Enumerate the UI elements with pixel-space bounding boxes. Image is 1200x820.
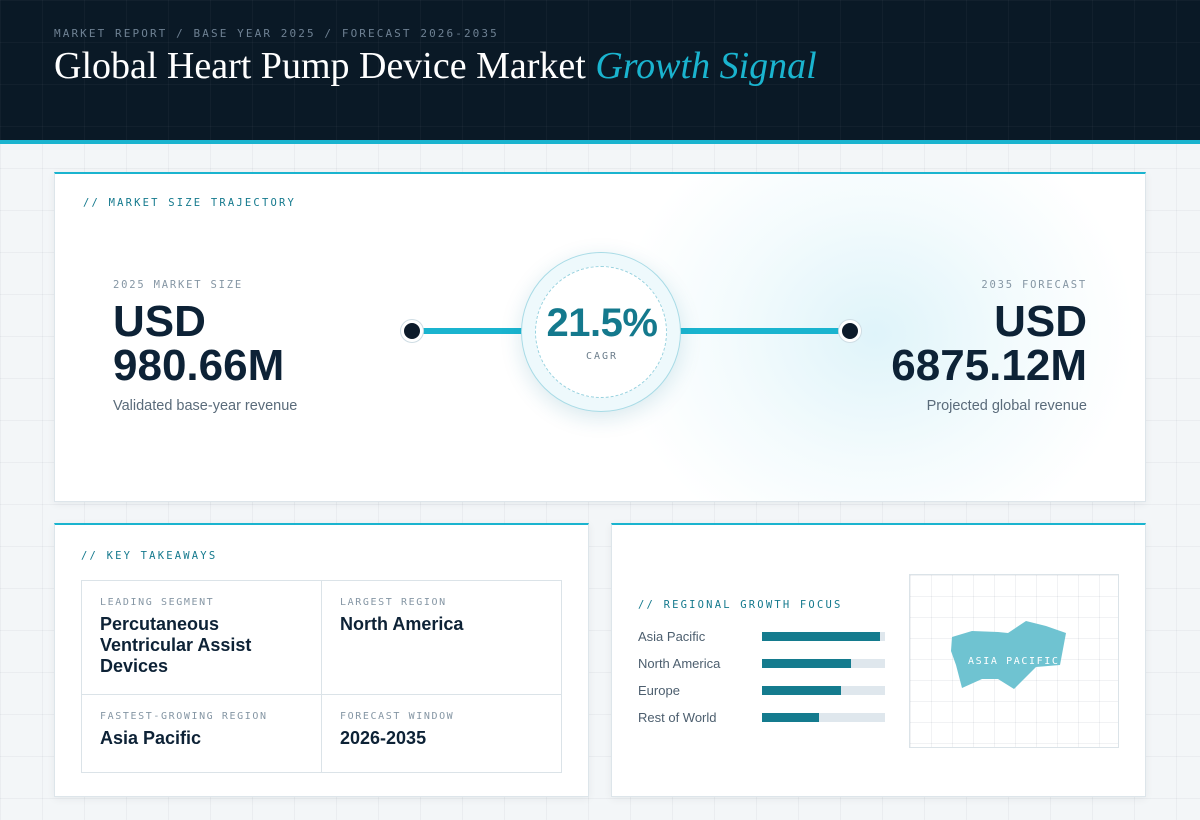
region-bar-track (762, 659, 885, 668)
region-bar-fill (762, 686, 841, 695)
takeaway-leading-segment: LEADING SEGMENT Percutaneous Ventricular… (82, 581, 322, 695)
takeaway-label: LEADING SEGMENT (100, 597, 215, 608)
region-bar-fill (762, 632, 881, 641)
region-bar-track (762, 713, 885, 722)
region-map: ASIA PACIFIC (909, 574, 1119, 748)
takeaway-value: Asia Pacific (100, 728, 202, 748)
takeaway-value: Percutaneous Ventricular Assist Devices (100, 614, 252, 676)
takeaway-label: LARGEST REGION (340, 597, 447, 608)
takeaway-label: FASTEST-GROWING REGION (100, 711, 268, 722)
start-stat-label: 2025 MARKET SIZE (113, 279, 243, 291)
start-point-dot (401, 320, 423, 342)
cagr-label: CAGR (585, 351, 619, 362)
region-bar-fill (762, 713, 819, 722)
end-point-dot (839, 320, 861, 342)
takeaways-grid: LEADING SEGMENT Percutaneous Ventricular… (81, 580, 562, 773)
end-stat-value: 6875.12M (891, 341, 1087, 390)
region-bar-fill (762, 659, 851, 668)
page-title-accent: Growth Signal (595, 45, 817, 87)
section-label-regional: // REGIONAL GROWTH FOCUS (638, 599, 843, 611)
region-bar-track (762, 686, 885, 695)
region-bar-row: Rest of World (638, 704, 885, 731)
takeaway-fastest-growing-region: FASTEST-GROWING REGION Asia Pacific (82, 695, 322, 772)
regional-growth-card: // REGIONAL GROWTH FOCUS Asia Pacific Nor… (611, 523, 1146, 797)
page-title-main: Global Heart Pump Device Market (54, 45, 586, 87)
start-stat-caption: Validated base-year revenue (113, 398, 298, 414)
cagr-badge-inner: 21.5% CAGR (535, 266, 667, 398)
region-bar-row: North America (638, 650, 885, 677)
asia-pacific-map-shape (951, 621, 1066, 689)
start-stat-currency: USD (113, 297, 206, 346)
takeaway-label: FORECAST WINDOW (340, 711, 455, 722)
regional-bar-list: Asia Pacific North America Europe Rest of W… (638, 623, 885, 731)
region-bar-label: Rest of World (638, 710, 717, 725)
section-label-trajectory: // MARKET SIZE TRAJECTORY (83, 197, 297, 209)
takeaway-value: 2026-2035 (340, 728, 427, 748)
page-title: Global Heart Pump Device Market Growth S… (54, 44, 817, 88)
start-stat-value: 980.66M (113, 341, 285, 390)
cagr-value: 21.5% (546, 301, 658, 345)
region-bar-label: North America (638, 656, 721, 671)
cagr-badge: 21.5% CAGR (521, 252, 681, 412)
region-bar-label: Europe (638, 683, 680, 698)
takeaway-forecast-window: FORECAST WINDOW 2026-2035 (322, 695, 561, 772)
section-label-takeaways: // KEY TAKEAWAYS (81, 550, 218, 562)
map-region-label: ASIA PACIFIC (968, 656, 1060, 667)
takeaway-largest-region: LARGEST REGION North America (322, 581, 561, 695)
region-bar-row: Europe (638, 677, 885, 704)
region-bar-row: Asia Pacific (638, 623, 885, 650)
end-stat-label: 2035 FORECAST (981, 279, 1087, 291)
end-stat-caption: Projected global revenue (926, 398, 1087, 414)
region-bar-label: Asia Pacific (638, 629, 706, 644)
breadcrumb: MARKET REPORT / BASE YEAR 2025 / FORECAS… (54, 27, 499, 40)
region-bar-track (762, 632, 885, 641)
market-size-trajectory-card: // MARKET SIZE TRAJECTORY 2025 MARKET SI… (54, 172, 1146, 502)
key-takeaways-card: // KEY TAKEAWAYS LEADING SEGMENT Percuta… (54, 523, 589, 797)
end-stat-currency: USD (994, 297, 1087, 346)
takeaway-value: North America (340, 614, 464, 634)
header: MARKET REPORT / BASE YEAR 2025 / FORECAS… (0, 0, 1200, 144)
